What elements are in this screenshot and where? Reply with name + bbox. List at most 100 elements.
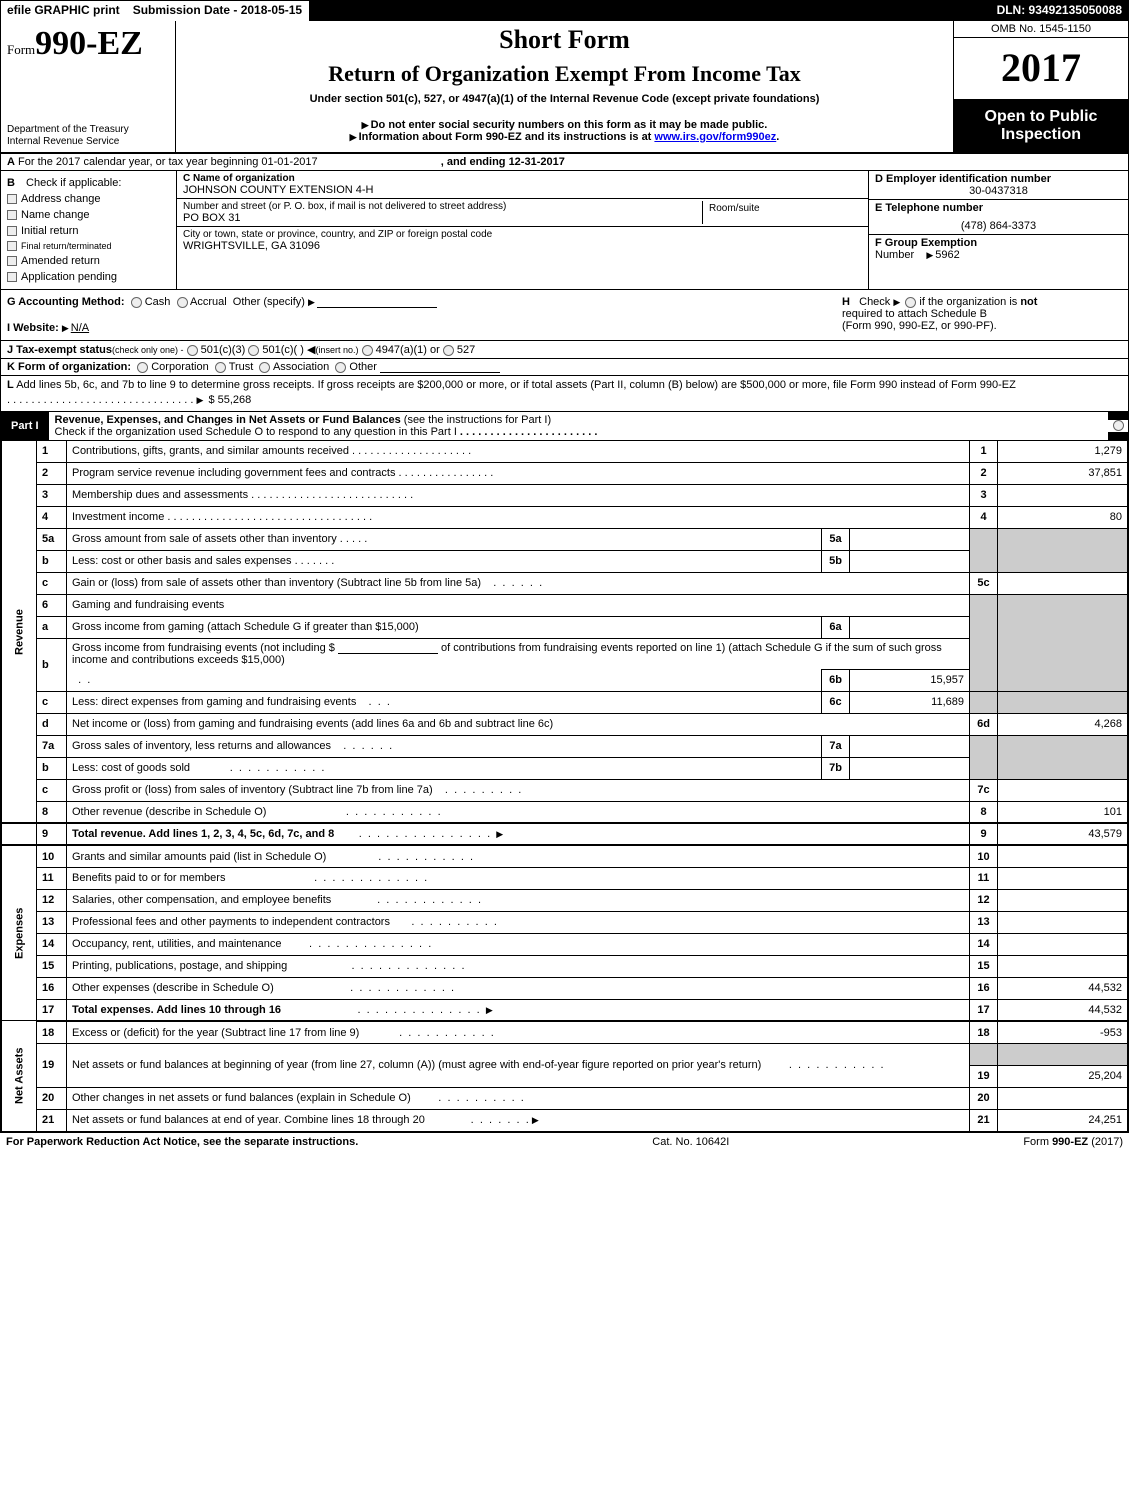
line7c-value [998,779,1128,801]
insert-no: (insert no.) [315,345,358,355]
radio-association[interactable] [259,362,270,373]
line6-desc: Gaming and fundraising events [72,599,224,611]
top-bar: efile GRAPHIC print Submission Date - 20… [1,1,1128,21]
line10-desc: Grants and similar amounts paid (list in… [72,851,326,863]
org-address: PO BOX 31 [183,212,702,224]
line5c-rnum: 5c [970,572,998,594]
under-section-text: Under section 501(c), 527, or 4947(a)(1)… [182,93,947,105]
l-text: Add lines 5b, 6c, and 7b to line 9 to de… [16,379,1016,391]
line16-rnum: 16 [970,977,998,999]
checkbox-initial-return[interactable] [7,226,17,236]
checkbox-application-pending[interactable] [7,272,17,282]
other-specify-line[interactable] [317,307,437,308]
opt-initial-return: Initial return [21,225,78,237]
row-l-gross-receipts: L Add lines 5b, 6c, and 7b to line 9 to … [1,376,1128,412]
label-d-ein: D Employer identification number [875,173,1051,185]
line6-num: 6 [37,594,67,616]
radio-4947[interactable] [362,345,373,356]
radio-501c3[interactable] [187,345,198,356]
revenue-section-label: Revenue [2,440,37,823]
footer-paperwork: For Paperwork Reduction Act Notice, see … [6,1136,358,1148]
checkbox-amended-return[interactable] [7,256,17,266]
line7a-num: 7a [37,735,67,757]
footer-form-ref: Form 990-EZ (2017) [1023,1136,1123,1148]
part1-title-row: Revenue, Expenses, and Changes in Net As… [49,412,1108,440]
line5b-subval [850,550,970,572]
line13-rnum: 13 [970,911,998,933]
opt-other-specify: Other (specify) [233,296,305,308]
line2-rnum: 2 [970,462,998,484]
line6b-subnum: 6b [822,669,850,691]
line16-desc: Other expenses (describe in Schedule O) [72,982,274,994]
line18-value: -953 [998,1021,1128,1043]
line6c-num: c [37,691,67,713]
line4-rnum: 4 [970,506,998,528]
footer-cat-no: Cat. No. 10642I [652,1136,729,1148]
radio-501c[interactable] [248,345,259,356]
radio-accrual[interactable] [177,297,188,308]
form-number-big: 990-EZ [35,25,143,62]
line6b-blank[interactable] [338,653,438,654]
h-text2: if the organization is [919,296,1020,308]
line6b-num: b [37,638,67,691]
label-address: Number and street (or P. O. box, if mail… [183,201,702,212]
line6c-subval: 11,689 [850,691,970,713]
website-value: N/A [71,322,89,334]
line6a-subval [850,616,970,638]
line7b-subval [850,757,970,779]
part1-check-line: Check if the organization used Schedule … [55,426,457,438]
dept-line2: Internal Revenue Service [7,136,169,148]
checkbox-final-return[interactable] [7,241,17,251]
part1-lines-table: Revenue 1 Contributions, gifts, grants, … [1,440,1128,1132]
label-f-group: F Group Exemption [875,237,977,249]
line6b-subval: 15,957 [850,669,970,691]
line21-value: 24,251 [998,1109,1128,1131]
line13-desc: Professional fees and other payments to … [72,916,390,928]
org-city: WRIGHTSVILLE, GA 31096 [183,240,862,252]
line3-desc: Membership dues and assessments [72,489,248,501]
row-j-tax-exempt: J Tax-exempt status(check only one) - 50… [1,341,1128,359]
opt-amended-return: Amended return [21,255,100,267]
line5a-subval [850,528,970,550]
line11-desc: Benefits paid to or for members [72,872,225,884]
label-b: B [7,177,15,189]
label-f-number: Number [875,249,914,261]
line5c-num: c [37,572,67,594]
line20-rnum: 20 [970,1087,998,1109]
opt-527: 527 [457,344,475,356]
line15-value [998,955,1128,977]
line11-value [998,867,1128,889]
line8-value: 101 [998,801,1128,823]
expenses-section-label: Expenses [2,845,37,1021]
line10-rnum: 10 [970,845,998,867]
form-notes: Do not enter social security numbers on … [182,119,947,143]
checkbox-name-change[interactable] [7,210,17,220]
line7a-subval [850,735,970,757]
h-not: not [1020,296,1037,308]
line4-value: 80 [998,506,1128,528]
radio-cash[interactable] [131,297,142,308]
radio-trust[interactable] [215,362,226,373]
open-line2: Inspection [958,126,1124,144]
part1-checkbox[interactable] [1113,420,1124,431]
line6d-num: d [37,713,67,735]
row-k-org-form: K Form of organization: Corporation Trus… [1,359,1128,376]
radio-corporation[interactable] [137,362,148,373]
line2-num: 2 [37,462,67,484]
other-line[interactable] [380,372,500,373]
line20-value [998,1087,1128,1109]
checkbox-address-change[interactable] [7,194,17,204]
tax-year: 2017 [954,38,1128,100]
radio-h-check[interactable] [905,297,916,308]
opt-corporation: Corporation [151,361,208,373]
h-check: Check [859,296,890,308]
radio-other[interactable] [335,362,346,373]
line6d-desc: Net income or (loss) from gaming and fun… [72,718,553,730]
line3-value [998,484,1128,506]
line7c-rnum: 7c [970,779,998,801]
label-l: L [7,379,14,391]
line2-desc: Program service revenue including govern… [72,467,395,479]
radio-527[interactable] [443,345,454,356]
part1-tab: Part I [1,416,49,436]
irs-link[interactable]: www.irs.gov/form990ez [654,131,776,143]
